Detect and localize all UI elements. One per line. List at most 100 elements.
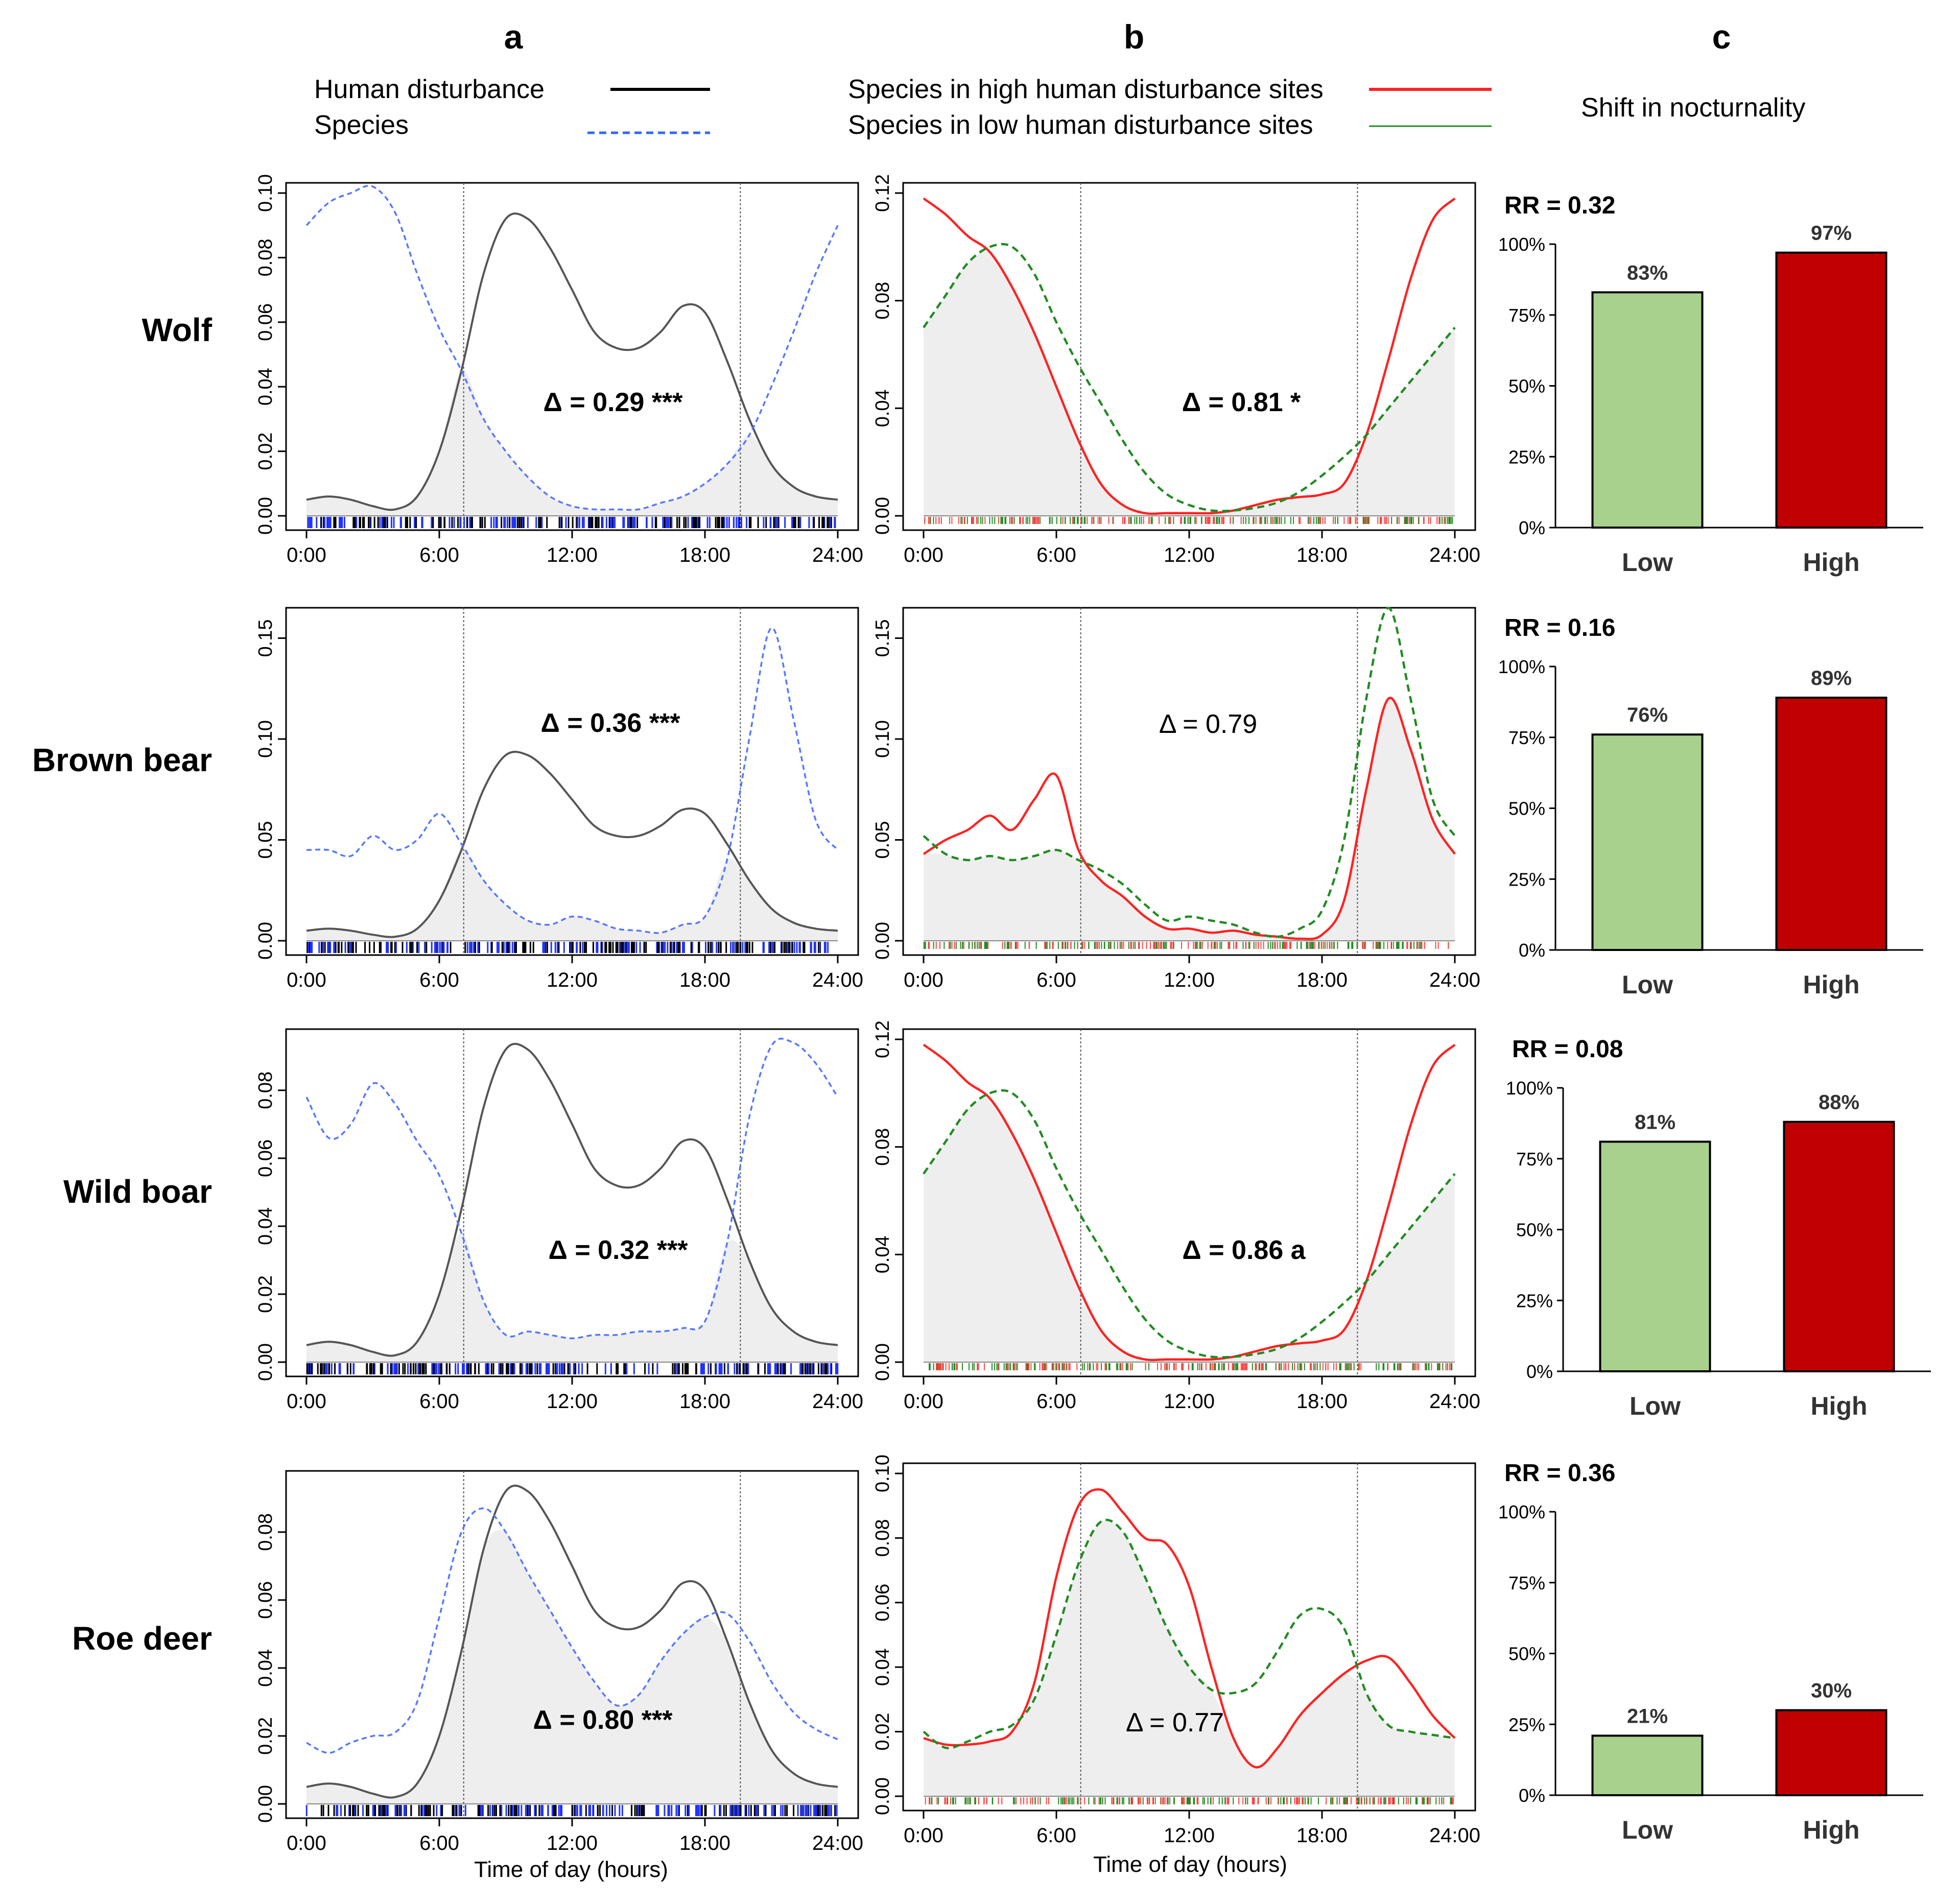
x-axis-title-a: Time of day (hours): [474, 1857, 668, 1882]
bar-value-label: 88%: [1819, 1091, 1859, 1114]
y-tick-label: 0.00: [255, 1343, 276, 1381]
y-tick-label: 0.04: [872, 389, 893, 427]
category-label: High: [1803, 548, 1859, 577]
y-tick-label: 0.04: [255, 1649, 276, 1687]
x-tick-label: 0:00: [904, 1390, 943, 1413]
relative-risk-label: RR = 0.32: [1504, 192, 1615, 219]
human-disturbance-line: [306, 751, 838, 938]
bar-value-label: 97%: [1811, 222, 1852, 245]
x-tick-label: 6:00: [1036, 969, 1076, 991]
low-disturbance-bar: [1591, 1734, 1704, 1796]
x-tick-label: 6:00: [1036, 1390, 1076, 1413]
overlap-coefficient-label: Δ = 0.81 *: [1182, 388, 1301, 417]
density-chart-a-roe-deer: 0.00 0.02 0.04 0.06 0.08 0:00 6:00 12:00 18:00 24…: [255, 1470, 863, 1854]
bar-value-label: 89%: [1811, 667, 1852, 689]
legend-low-label: Species in low human disturbance sites: [848, 110, 1313, 140]
low-disturbance-line: [923, 1518, 1455, 1750]
y-tick-label: 0.02: [255, 1275, 276, 1313]
x-tick-label: 0:00: [287, 1832, 326, 1854]
panel-label-a: a: [504, 18, 524, 56]
nocturnality-bar-chart-wolf: RR = 0.32 0% 25% 50% 75% 100% 83% Low 97% High: [1498, 192, 1923, 577]
high-disturbance-bar: [1775, 251, 1887, 529]
overlap-coefficient-label: Δ = 0.77: [1126, 1708, 1224, 1738]
x-axis-title-b: Time of day (hours): [1093, 1852, 1287, 1877]
x-tick-label: 6:00: [419, 1390, 459, 1413]
y-tick-label: 0.10: [872, 720, 893, 758]
y-tick-label: 100%: [1498, 656, 1545, 677]
overlap-coefficient-label: Δ = 0.80 ***: [533, 1705, 673, 1735]
y-tick-label: 0.00: [872, 497, 893, 535]
overlap-coefficient-label: Δ = 0.86 a: [1182, 1235, 1306, 1265]
species-label-brown-bear: Brown bear: [32, 742, 212, 778]
y-tick-label: 0.06: [872, 1584, 893, 1622]
x-tick-label: 12:00: [1164, 544, 1215, 566]
bar-value-label: 81%: [1635, 1111, 1675, 1133]
overlap-area: [924, 1519, 1455, 1796]
y-tick-label: 50%: [1508, 1644, 1545, 1664]
nocturnality-bar-chart-wild-boar: RR = 0.08 0% 25% 50% 75% 100% 81% Low 88% High: [1506, 1036, 1931, 1420]
x-tick-label: 24:00: [1429, 1824, 1480, 1847]
y-tick-label: 0.08: [255, 1513, 276, 1551]
y-tick-label: 0.04: [872, 1648, 893, 1686]
y-tick-label: 50%: [1508, 376, 1545, 397]
bar-value-label: 21%: [1627, 1705, 1668, 1727]
y-tick-label: 0.15: [872, 620, 893, 657]
x-tick-label: 6:00: [1036, 544, 1076, 566]
high-disturbance-line: [923, 1043, 1456, 1362]
low-disturbance-line: [923, 243, 1456, 512]
x-tick-label: 12:00: [547, 1832, 598, 1854]
x-tick-label: 6:00: [419, 544, 459, 566]
x-tick-label: 0:00: [287, 544, 326, 566]
overlap-area: [306, 1530, 838, 1804]
x-tick-label: 12:00: [547, 1390, 598, 1413]
x-tick-label: 18:00: [679, 1832, 730, 1854]
y-tick-label: 0%: [1519, 1785, 1545, 1806]
x-tick-label: 18:00: [1296, 969, 1348, 991]
density-chart-b-wolf: 0.00 0.04 0.08 0.12 0:00 6:00 12:00 18:00 24:00 Δ…: [872, 174, 1480, 566]
species-line: [305, 185, 839, 511]
x-tick-label: 0:00: [904, 1824, 943, 1847]
density-chart-a-brown-bear: 0.00 0.05 0.10 0.15 0:00 6:00 12:00 18:00 24:00 Δ…: [255, 607, 863, 991]
y-tick-label: 50%: [1508, 798, 1545, 819]
x-tick-label: 0:00: [904, 969, 943, 991]
legend-c-label: Shift in nocturnality: [1581, 93, 1805, 123]
y-tick-label: 0.10: [255, 174, 276, 212]
category-label: High: [1810, 1392, 1867, 1420]
category-label: Low: [1630, 1392, 1681, 1420]
species-label-roe-deer: Roe deer: [72, 1620, 212, 1657]
nocturnality-bar-chart-brown-bear: RR = 0.16 0% 25% 50% 75% 100% 76% Low 89% High: [1498, 614, 1923, 999]
x-tick-label: 18:00: [679, 1390, 730, 1413]
legend-a: Human disturbance Species: [314, 75, 710, 140]
human-disturbance-line: [306, 1485, 838, 1799]
legend-b: Species in high human disturbance sites …: [848, 75, 1492, 140]
y-tick-label: 0.08: [872, 282, 893, 320]
relative-risk-label: RR = 0.16: [1504, 614, 1615, 641]
species-line: [306, 627, 839, 934]
x-tick-label: 0:00: [904, 544, 943, 566]
y-tick-label: 0.02: [255, 433, 276, 470]
y-tick-label: 0.02: [255, 1717, 276, 1755]
y-tick-label: 25%: [1508, 869, 1545, 890]
legend-human-label: Human disturbance: [314, 75, 545, 104]
y-tick-label: 0.12: [872, 174, 893, 212]
y-tick-label: 0.05: [255, 821, 276, 859]
y-tick-label: 0.06: [255, 1139, 276, 1177]
legend-species-label: Species: [314, 110, 409, 140]
x-tick-label: 12:00: [1164, 1390, 1215, 1413]
y-tick-label: 75%: [1508, 727, 1545, 748]
y-tick-label: 75%: [1516, 1149, 1553, 1170]
x-tick-label: 18:00: [1296, 1824, 1348, 1847]
species-line: [306, 1507, 838, 1754]
y-tick-label: 25%: [1508, 446, 1545, 467]
low-disturbance-line: [923, 1089, 1456, 1359]
relative-risk-label: RR = 0.36: [1504, 1460, 1615, 1487]
x-tick-label: 24:00: [1429, 544, 1480, 566]
y-tick-label: 75%: [1508, 305, 1545, 326]
species-label-wild-boar: Wild boar: [63, 1173, 212, 1210]
category-label: Low: [1622, 970, 1673, 999]
species-line: [305, 1038, 839, 1340]
y-tick-label: 25%: [1516, 1290, 1553, 1311]
x-tick-label: 18:00: [679, 544, 730, 566]
human-disturbance-line: [306, 1043, 838, 1357]
y-tick-label: 0%: [1526, 1361, 1553, 1382]
